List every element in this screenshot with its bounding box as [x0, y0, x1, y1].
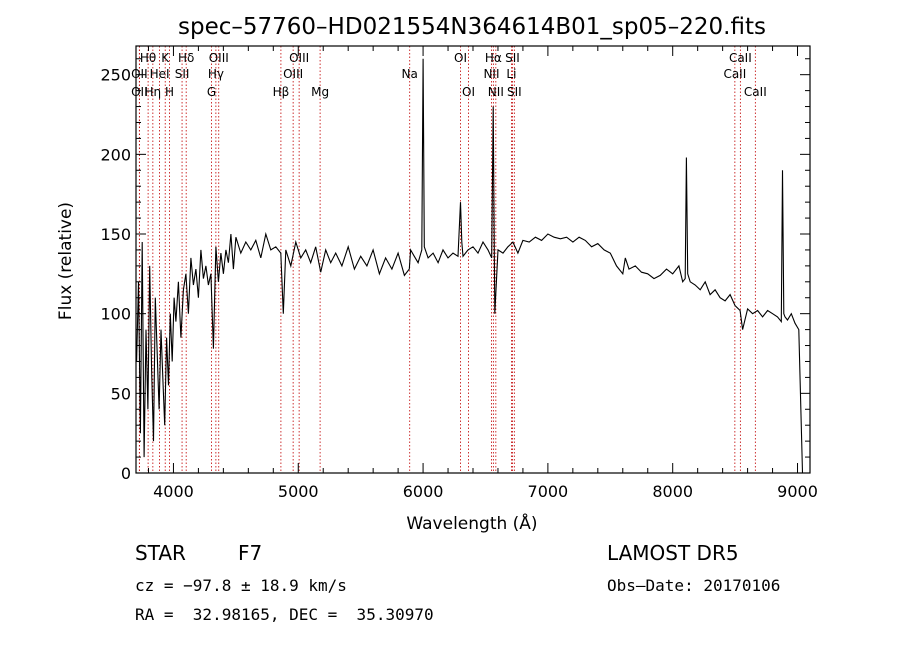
- spectral-line-label: SII: [507, 85, 522, 99]
- spectral-line-label: NII: [488, 85, 504, 99]
- spectral-line-label: HeI: [150, 67, 170, 81]
- y-axis-label: Flux (relative): [56, 202, 76, 320]
- y-tick-label: 100: [100, 305, 131, 324]
- spectral-line-markers: [138, 46, 756, 473]
- spectral-line-label: H: [165, 85, 174, 99]
- y-tick-label: 150: [100, 225, 131, 244]
- y-tick-label: 200: [100, 145, 131, 164]
- spectral-line-label: G: [207, 85, 216, 99]
- spectral-line-label: Hα: [485, 51, 502, 65]
- spectral-line-label: SII: [175, 67, 190, 81]
- spectral-line-label: Li: [506, 67, 516, 81]
- y-tick-label: 0: [121, 464, 131, 483]
- spectral-line-label: NII: [483, 67, 499, 81]
- spectral-line-label: OII: [131, 67, 148, 81]
- spectral-line-label: Hδ: [178, 51, 194, 65]
- x-tick-label: 6000: [403, 482, 444, 501]
- x-tick-label: 8000: [652, 482, 693, 501]
- y-tick-label: 50: [111, 384, 131, 403]
- object-subclass: F7: [238, 541, 263, 565]
- spectral-line-label: K: [161, 51, 170, 65]
- spectral-line-label: CaII: [723, 67, 746, 81]
- y-tick-label: 250: [100, 66, 131, 85]
- chart-title: spec–57760–HD021554N364614B01_sp05–220.f…: [178, 14, 766, 40]
- object-class: STAR: [135, 541, 186, 565]
- spectral-line-label: Hγ: [208, 67, 224, 81]
- observation-date: Obs–Date: 20170106: [607, 576, 781, 595]
- x-tick-label: 7000: [528, 482, 569, 501]
- spectral-line-label: Hθ: [140, 51, 156, 65]
- spectral-line-label: OII: [131, 85, 148, 99]
- x-tick-label: 4000: [153, 482, 194, 501]
- spectrum-series-line: [136, 58, 804, 474]
- spectral-line-label: Hβ: [273, 85, 290, 99]
- spectral-line-label: OIII: [209, 51, 229, 65]
- spectral-line-label: OI: [454, 51, 467, 65]
- spectral-line-label: CaII: [744, 85, 767, 99]
- plot-frame: [135, 45, 811, 474]
- spectral-line-label: OI: [462, 85, 475, 99]
- spectral-line-label: OIII: [289, 51, 309, 65]
- coordinates: RA = 32.98165, DEC = 35.30970: [135, 605, 434, 624]
- x-tick-label: 9000: [777, 482, 818, 501]
- spectral-line-label: Na: [402, 67, 418, 81]
- spectral-line-label: Mg: [311, 85, 329, 99]
- spectral-line-label: OIII: [283, 67, 303, 81]
- x-axis-label: Wavelength (Å): [406, 512, 537, 534]
- survey-name: LAMOST DR5: [607, 541, 739, 565]
- redshift-cz: cz = −97.8 ± 18.9 km/s: [135, 576, 347, 595]
- spectral-line-label: CaII: [729, 51, 752, 65]
- y-axis-ticks: 0 50 100 150 200 250: [100, 58, 810, 483]
- x-axis-ticks: 4000 5000 6000 7000 8000 9000: [147, 46, 818, 501]
- x-tick-label: 5000: [278, 482, 319, 501]
- spectral-line-label: Hη: [145, 85, 162, 99]
- spectral-line-label: SII: [505, 51, 520, 65]
